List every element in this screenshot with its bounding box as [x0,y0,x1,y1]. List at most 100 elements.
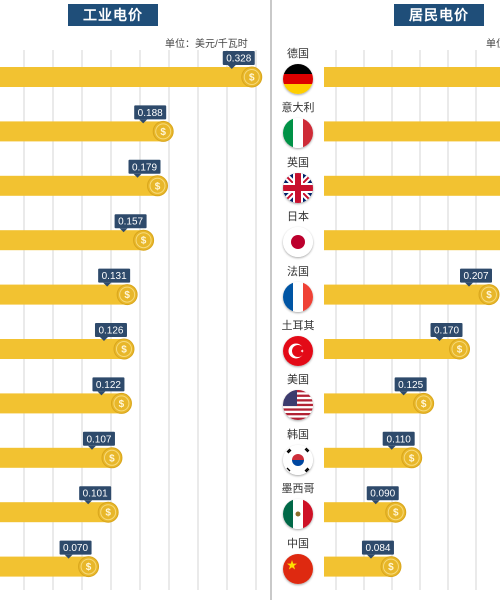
industrial-bar-group: $0.131 [0,268,138,306]
industrial-value-badge [98,268,131,283]
residential-bar-group [324,121,500,142]
residential-value-badge-pointer [387,445,396,450]
country-item: 日本 [276,211,320,258]
france-flag-icon [283,281,313,312]
industrial-value-badge-pointer [119,228,128,233]
country-item: 英国 [276,157,320,203]
industrial-value-label: 0.070 [63,543,88,554]
industrial-value-badge-pointer [99,337,108,341]
residential-bar-group: $0.110 [324,431,423,469]
residential-bar-group: $0.170 [324,323,471,360]
industrial-bar [0,175,158,196]
residential-chart-title: 居民电价 [394,4,484,26]
industrial-value-badge-pointer [84,500,93,505]
residential-bar [324,393,424,414]
residential-bar [324,502,396,523]
country-name: 意大利 [281,102,315,115]
industrial-value-badge-pointer [133,173,142,178]
country-name: 法国 [287,265,309,278]
industrial-value-badge [134,105,167,120]
svg-text:$: $ [121,345,127,356]
industrial-value-badge-pointer [103,282,112,287]
svg-text:$: $ [141,236,147,247]
dollar-coin-icon: $ [385,501,407,523]
industrial-bar [0,447,112,468]
industrial-bar [0,284,128,305]
industrial-chart-title: 工业电价 [68,4,158,26]
industrial-price-panel: $0.328 $0.188 $0.179 $0.157 $0.131 $0.126 $0.1… [0,4,263,590]
mexico-flag-icon [283,499,313,530]
china-flag-icon [283,553,313,584]
residential-bar [324,230,500,251]
residential-value-label: 0.090 [370,489,395,500]
dollar-coin-icon: $ [113,338,135,360]
industrial-value-label: 0.107 [86,434,111,445]
dollar-coin-icon: $ [478,284,500,306]
dollar-coin-icon: $ [241,66,263,88]
dollar-coin-icon: $ [78,556,100,578]
dollar-coin-icon: $ [449,338,471,360]
residential-bar-group: $0.125 [324,377,435,414]
residential-bar-group: $0.090 [324,486,407,523]
industrial-value-label: 0.179 [132,162,157,173]
residential-bar [324,556,391,577]
country-name: 美国 [287,374,309,387]
residential-value-badge [382,431,415,446]
panel-divider-left [270,0,272,600]
svg-text:$: $ [155,181,161,192]
residential-bar [324,67,500,87]
residential-bar-group [324,175,500,196]
industrial-value-label: 0.188 [138,108,163,119]
dollar-coin-icon: $ [97,501,119,523]
residential-bar-group [324,67,500,87]
residential-value-badge-pointer [435,337,444,341]
industrial-value-badge [94,323,127,337]
residential-value-badge [460,268,492,283]
industrial-bar [0,230,144,251]
dollar-coin-icon: $ [133,229,155,251]
residential-value-badge-pointer [399,391,408,396]
industrial-value-badge [79,486,112,501]
industrial-bar-group: $0.070 [0,540,100,578]
residential-unit-label: 单位：美元/千瓦时 [486,39,500,50]
industrial-value-label: 0.328 [226,54,251,65]
country-name: 韩国 [287,428,309,441]
south-korea-flag-icon [283,444,313,475]
residential-value-badge [394,377,427,392]
svg-text:$: $ [388,562,394,573]
industrial-bar-group: $0.328 [0,51,263,88]
industrial-bar [0,556,89,577]
industrial-value-badge-pointer [139,119,148,124]
residential-value-badge [361,540,394,555]
industrial-chart: $0.328$0.188$0.179$0.157$0.131$0.126$0.1… [0,50,263,590]
residential-price-panel: $0.207 $0.170 $0.125 $0.110 $0.090 $0.084 居民电… [276,0,500,600]
industrial-value-badge-pointer [227,65,236,69]
dollar-coin-icon: $ [152,120,174,142]
industrial-bar [0,339,124,359]
residential-bar [324,175,500,196]
residential-bar [324,121,500,142]
germany-flag-icon [283,64,313,94]
country-name: 德国 [287,48,309,60]
italy-flag-icon [283,118,313,149]
dollar-coin-icon: $ [147,175,169,197]
country-item: 韩国 [276,429,320,475]
residential-value-label: 0.084 [365,543,390,554]
svg-text:$: $ [124,290,130,301]
industrial-value-label: 0.131 [102,271,127,282]
residential-bar [324,284,489,305]
country-name: 英国 [287,156,309,169]
country-name: 土耳其 [281,320,315,332]
country-item: 墨西哥 [276,483,320,530]
svg-text:$: $ [119,399,125,410]
industrial-value-badge [59,540,92,555]
svg-text:$: $ [409,453,415,464]
svg-text:$: $ [486,290,492,301]
residential-bar [324,447,412,468]
country-item: 法国 [276,266,320,312]
svg-text:$: $ [160,127,166,138]
country-item: 中国 [276,538,320,584]
residential-value-badge-pointer [371,500,380,505]
industrial-value-label: 0.157 [118,217,143,228]
industrial-value-badge [222,51,255,65]
